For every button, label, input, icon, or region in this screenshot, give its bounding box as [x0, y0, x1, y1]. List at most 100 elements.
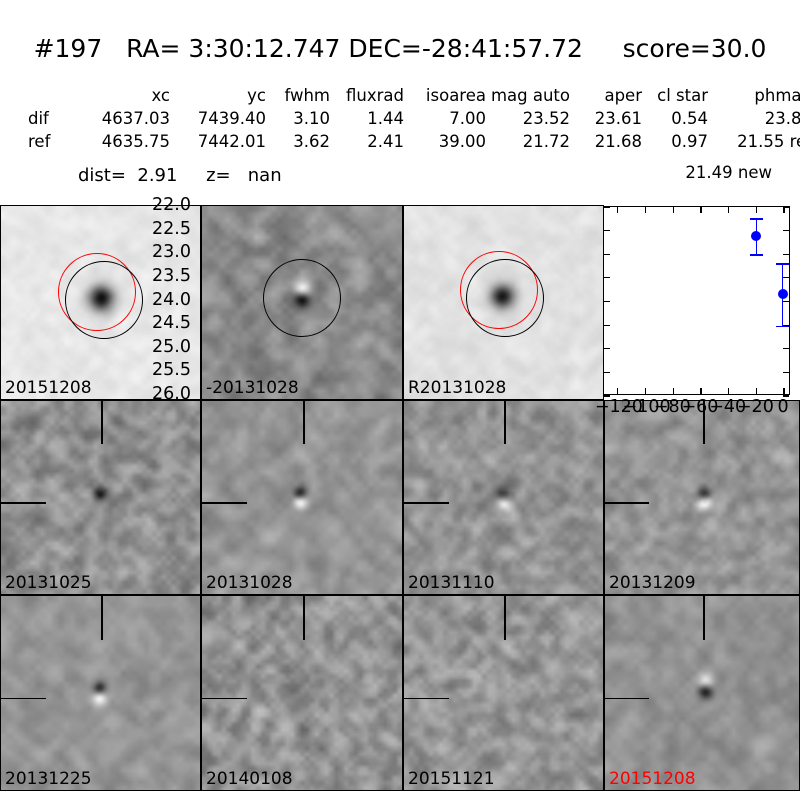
y-axis-tick — [604, 395, 610, 397]
light-curve-inner — [604, 206, 790, 397]
parameter-table: xc yc fwhm fluxrad isoarea mag auto aper… — [28, 86, 800, 155]
panel-date-label: 20151208 — [5, 378, 92, 398]
y-axis-tick — [604, 300, 610, 303]
cutout-panel-20131209[interactable]: 20131209 — [604, 400, 800, 595]
col-header-blank — [28, 86, 74, 109]
error-bar-cap-lower — [749, 254, 763, 256]
data-point[interactable] — [751, 231, 762, 242]
cell-dif-fwhm: 3.10 — [293, 109, 330, 128]
panel-date-label: 20151121 — [408, 769, 495, 789]
panel-date-label: 20131209 — [609, 573, 696, 593]
error-bar-cap-lower — [776, 325, 790, 328]
cell-ref-phmag-value: 21.55 — [737, 132, 785, 151]
cell-ref-fwhm: 3.62 — [293, 132, 330, 151]
light-curve-plot[interactable] — [603, 206, 790, 397]
cutout-panel-20151208[interactable]: 20151208 — [604, 595, 800, 791]
y-axis-tick-right — [783, 395, 789, 397]
y-axis-tick — [604, 324, 610, 326]
y-axis-tick-label: 23.5 — [152, 265, 191, 286]
x-axis-tick-label: −120 — [594, 397, 643, 417]
cutout-image — [605, 401, 799, 594]
cutout-panel-ref20131028[interactable]: R20131028 — [403, 205, 604, 400]
cell-ref-phmag: 21.55 ref — [708, 132, 800, 155]
col-header-cl-star: cl star — [657, 86, 708, 105]
y-axis-tick — [604, 371, 610, 373]
col-header-yc: yc — [247, 86, 266, 105]
cutout-panel-20151121[interactable]: 20151121 — [403, 595, 604, 791]
y-axis-tick-right — [783, 348, 789, 350]
phmag-new-value: 21.49 new — [685, 163, 772, 182]
y-axis-tick — [604, 277, 610, 279]
col-header-aper: aper — [604, 86, 642, 105]
cutout-panel-20131225[interactable]: 20131225 — [0, 595, 201, 791]
x-axis-tick — [783, 207, 785, 213]
x-axis-tick-label: −60 — [681, 397, 719, 417]
panel-date-label: 20140108 — [206, 769, 293, 789]
x-axis-tick-bottom — [700, 388, 702, 394]
x-axis-tick-label: 0 — [777, 397, 789, 417]
y-axis-tick-label: 25.0 — [152, 336, 191, 357]
x-axis-tick-label: −100 — [622, 397, 671, 417]
y-axis-tick-right — [783, 371, 789, 373]
x-axis-tick-bottom — [617, 388, 619, 394]
crosshair-tick-horizontal — [605, 697, 649, 700]
x-axis-tick-bottom — [728, 388, 730, 394]
col-header-phmag: phmag — [754, 86, 800, 105]
cutout-image — [1, 596, 200, 790]
cutout-image — [1, 401, 200, 594]
cutout-panel-20140108[interactable]: 20140108 — [201, 595, 403, 791]
data-point[interactable] — [777, 289, 788, 300]
cell-dif-xc: 4637.03 — [101, 109, 170, 128]
crosshair-tick-vertical — [101, 596, 104, 640]
panel-date-label: 20131225 — [5, 769, 92, 789]
cutout-panel-neg20131028[interactable]: -20131028 — [201, 205, 403, 400]
distance-redshift-line: dist= 2.91 z= nan — [78, 165, 282, 186]
y-axis-tick-right — [783, 206, 789, 208]
cell-ref-yc: 7442.01 — [197, 132, 266, 151]
y-axis-tick-label: 24.0 — [152, 289, 191, 310]
cutout-image — [605, 596, 799, 790]
crosshair-tick-vertical — [303, 401, 305, 445]
cutout-panel-20151208[interactable]: 20151208 — [0, 205, 201, 400]
row-label-dif: dif — [28, 109, 49, 128]
aperture-circle-black — [263, 259, 341, 337]
row-label-ref: ref — [28, 132, 51, 151]
cell-ref-fluxrad: 2.41 — [367, 132, 404, 151]
cutout-image — [404, 596, 603, 790]
cutout-panel-20131110[interactable]: 20131110 — [403, 400, 604, 595]
table-header-row: xc yc fwhm fluxrad isoarea mag auto aper… — [28, 86, 800, 109]
crosshair-tick-vertical — [504, 596, 507, 640]
panel-date-label: 20131025 — [5, 573, 92, 593]
cell-dif-aper: 23.61 — [594, 109, 642, 128]
x-axis-tick-bottom — [783, 388, 785, 394]
panel-date-label: R20131028 — [408, 378, 507, 398]
x-axis-tick — [644, 207, 647, 213]
panel-date-label: -20131028 — [206, 378, 299, 398]
cutout-panel-20131028[interactable]: 20131028 — [201, 400, 403, 595]
crosshair-tick-vertical — [702, 401, 705, 445]
panel-date-label: 20131028 — [206, 573, 293, 593]
page-title: #197 RA= 3:30:12.747 DEC=-28:41:57.72 sc… — [33, 34, 767, 63]
y-axis-tick-right — [783, 230, 789, 232]
y-axis-tick-label: 22.5 — [152, 218, 191, 239]
x-axis-tick-bottom — [755, 388, 757, 394]
col-header-xc: xc — [151, 86, 170, 105]
crosshair-tick-vertical — [101, 401, 104, 445]
cell-dif-mag-auto: 23.52 — [522, 109, 570, 128]
crosshair-tick-horizontal — [1, 502, 46, 504]
y-axis-tick-right — [783, 300, 789, 303]
cutout-panel-20131025[interactable]: 20131025 — [0, 400, 201, 595]
y-axis-tick-right — [783, 277, 789, 279]
aperture-circle-black — [65, 261, 143, 339]
crosshair-tick-horizontal — [1, 697, 46, 700]
y-axis-tick — [604, 230, 610, 232]
cutout-image — [202, 401, 402, 594]
y-axis-tick-label: 24.5 — [152, 313, 191, 334]
panel-date-label: 20131110 — [408, 573, 495, 593]
cell-dif-cl-star: 0.54 — [671, 109, 708, 128]
cell-ref-aper: 21.68 — [594, 132, 642, 151]
y-axis-tick-label: 23.0 — [152, 242, 191, 263]
cell-dif-phmag-value: 23.83 — [764, 109, 800, 128]
aperture-circle-black — [466, 259, 544, 337]
x-axis-tick — [728, 207, 730, 213]
